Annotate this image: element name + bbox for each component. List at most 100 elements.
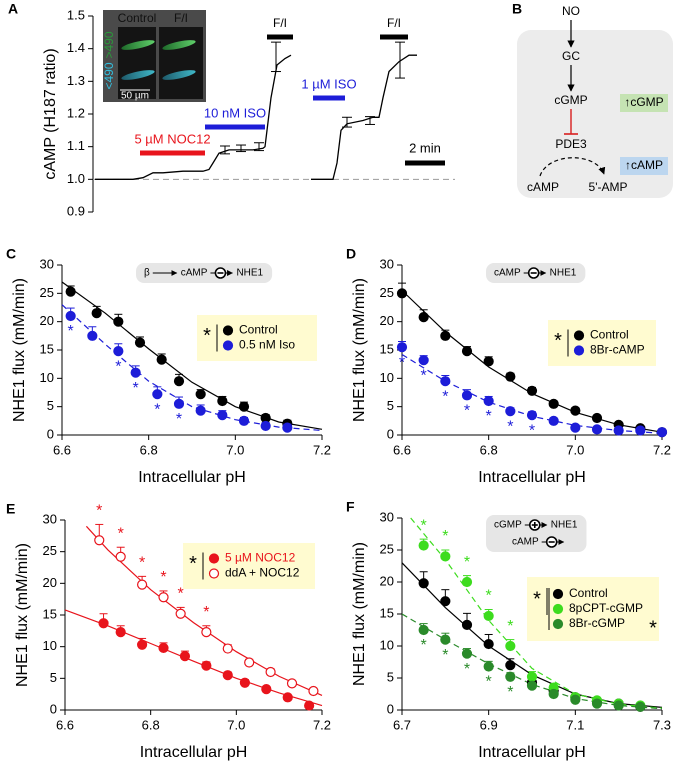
inset-label: Control <box>118 11 157 25</box>
badge <box>620 94 668 112</box>
y-axis-title: NHE1 flux (mM/min) <box>351 542 368 686</box>
significance-star: * <box>118 525 124 542</box>
legend-marker <box>552 618 564 630</box>
x-tick-label: 7.2 <box>313 442 331 457</box>
data-point <box>418 578 429 589</box>
significance-star: * <box>421 637 427 654</box>
y-tick-label: 1.1 <box>67 138 85 153</box>
y-tick-label: 30 <box>43 511 57 526</box>
data-point <box>440 596 451 607</box>
inset-label: β <box>144 268 150 279</box>
x-tick-label: 7.3 <box>653 717 671 732</box>
data-point <box>115 626 126 638</box>
legend-marker <box>552 603 564 615</box>
node: NO <box>562 4 580 18</box>
data-point <box>175 608 186 619</box>
badge-label: ↑cAMP <box>625 158 663 172</box>
diagram-background <box>517 30 673 198</box>
panel-label: A <box>8 1 18 17</box>
data-point <box>137 579 148 590</box>
y-tick-label: 0.9 <box>67 203 85 218</box>
panel-label: C <box>6 246 16 262</box>
significance-star: * <box>133 380 139 397</box>
y-tick-label: 10 <box>380 637 394 652</box>
data-point <box>461 648 473 659</box>
inset-label: NHE1 <box>550 268 577 279</box>
legend-marker <box>208 553 220 564</box>
data-point <box>440 330 451 341</box>
data-point <box>418 355 429 366</box>
data-point <box>526 680 538 691</box>
treatment-label: F/I <box>273 16 287 30</box>
data-point <box>115 551 126 562</box>
data-point <box>483 610 494 622</box>
significance-star: * <box>529 422 535 439</box>
treatment-label: F/I <box>387 16 401 30</box>
data-point <box>396 342 408 353</box>
data-point <box>440 376 451 387</box>
x-tick-label: 6.8 <box>142 717 160 732</box>
data-point <box>461 576 473 588</box>
x-tick-label: 7.0 <box>227 717 245 732</box>
data-point <box>158 642 169 654</box>
data-point <box>570 694 581 705</box>
data-point <box>591 412 603 424</box>
inset-frame <box>118 27 156 99</box>
data-point <box>282 422 293 433</box>
data-point <box>483 356 494 367</box>
data-point <box>260 420 271 432</box>
y-tick-label: 20 <box>380 313 394 328</box>
legend-star: * <box>189 553 197 575</box>
y-tick-label: 15 <box>43 606 57 621</box>
legend-star: * <box>203 325 211 347</box>
significance-star: * <box>68 323 74 340</box>
node: 5'-AMP <box>589 180 628 194</box>
y-tick-label: 1.4 <box>67 40 85 55</box>
y-tick-label: 25 <box>380 285 394 300</box>
y-tick-label: 1.3 <box>67 73 85 88</box>
legend-label: ddA + NOC12 <box>225 566 300 580</box>
y-tick-label: 1.2 <box>67 105 85 120</box>
legend-label: 0.5 nM Iso <box>239 338 295 352</box>
channel-label: <490 <box>102 62 116 89</box>
significance-star: * <box>486 588 492 605</box>
y-tick-label: 15 <box>380 341 394 356</box>
y-tick-label: 30 <box>40 256 54 271</box>
y-axis-title: NHE1 flux (mM/min) <box>11 278 28 422</box>
data-point <box>65 286 76 297</box>
panel-label: E <box>6 501 15 517</box>
y-tick-label: 0 <box>47 426 54 441</box>
data-point <box>156 354 167 365</box>
data-point <box>308 685 319 697</box>
data-point <box>94 535 105 546</box>
significance-star: * <box>421 367 427 384</box>
y-axis-title: NHE1 flux (mM/min) <box>14 543 31 687</box>
channel-label: >490 <box>102 31 116 58</box>
data-point <box>548 415 559 426</box>
legend-marker <box>222 325 234 336</box>
data-point <box>91 308 102 319</box>
significance-star: * <box>178 586 184 603</box>
inset-label: cAMP <box>181 268 208 279</box>
legend-star: * <box>649 617 657 639</box>
y-tick-label: 25 <box>43 543 57 558</box>
data-point <box>304 700 315 711</box>
x-tick-label: 7.1 <box>566 717 584 732</box>
data-point <box>113 346 124 357</box>
y-tick-label: 25 <box>380 541 394 556</box>
data-point <box>483 638 494 650</box>
panel-label: D <box>346 246 356 262</box>
y-tick-label: 5 <box>47 398 54 413</box>
legend-label: Control <box>239 323 278 337</box>
fit-curve <box>85 525 323 696</box>
data-point <box>461 346 473 357</box>
data-point <box>195 389 206 400</box>
significance-star: * <box>442 647 448 664</box>
y-tick-label: 25 <box>40 285 54 300</box>
data-point <box>505 640 516 652</box>
significance-star: * <box>421 517 427 534</box>
data-point <box>418 540 429 551</box>
legend-label: 8Br-cAMP <box>590 343 645 357</box>
significance-star: * <box>442 388 448 405</box>
